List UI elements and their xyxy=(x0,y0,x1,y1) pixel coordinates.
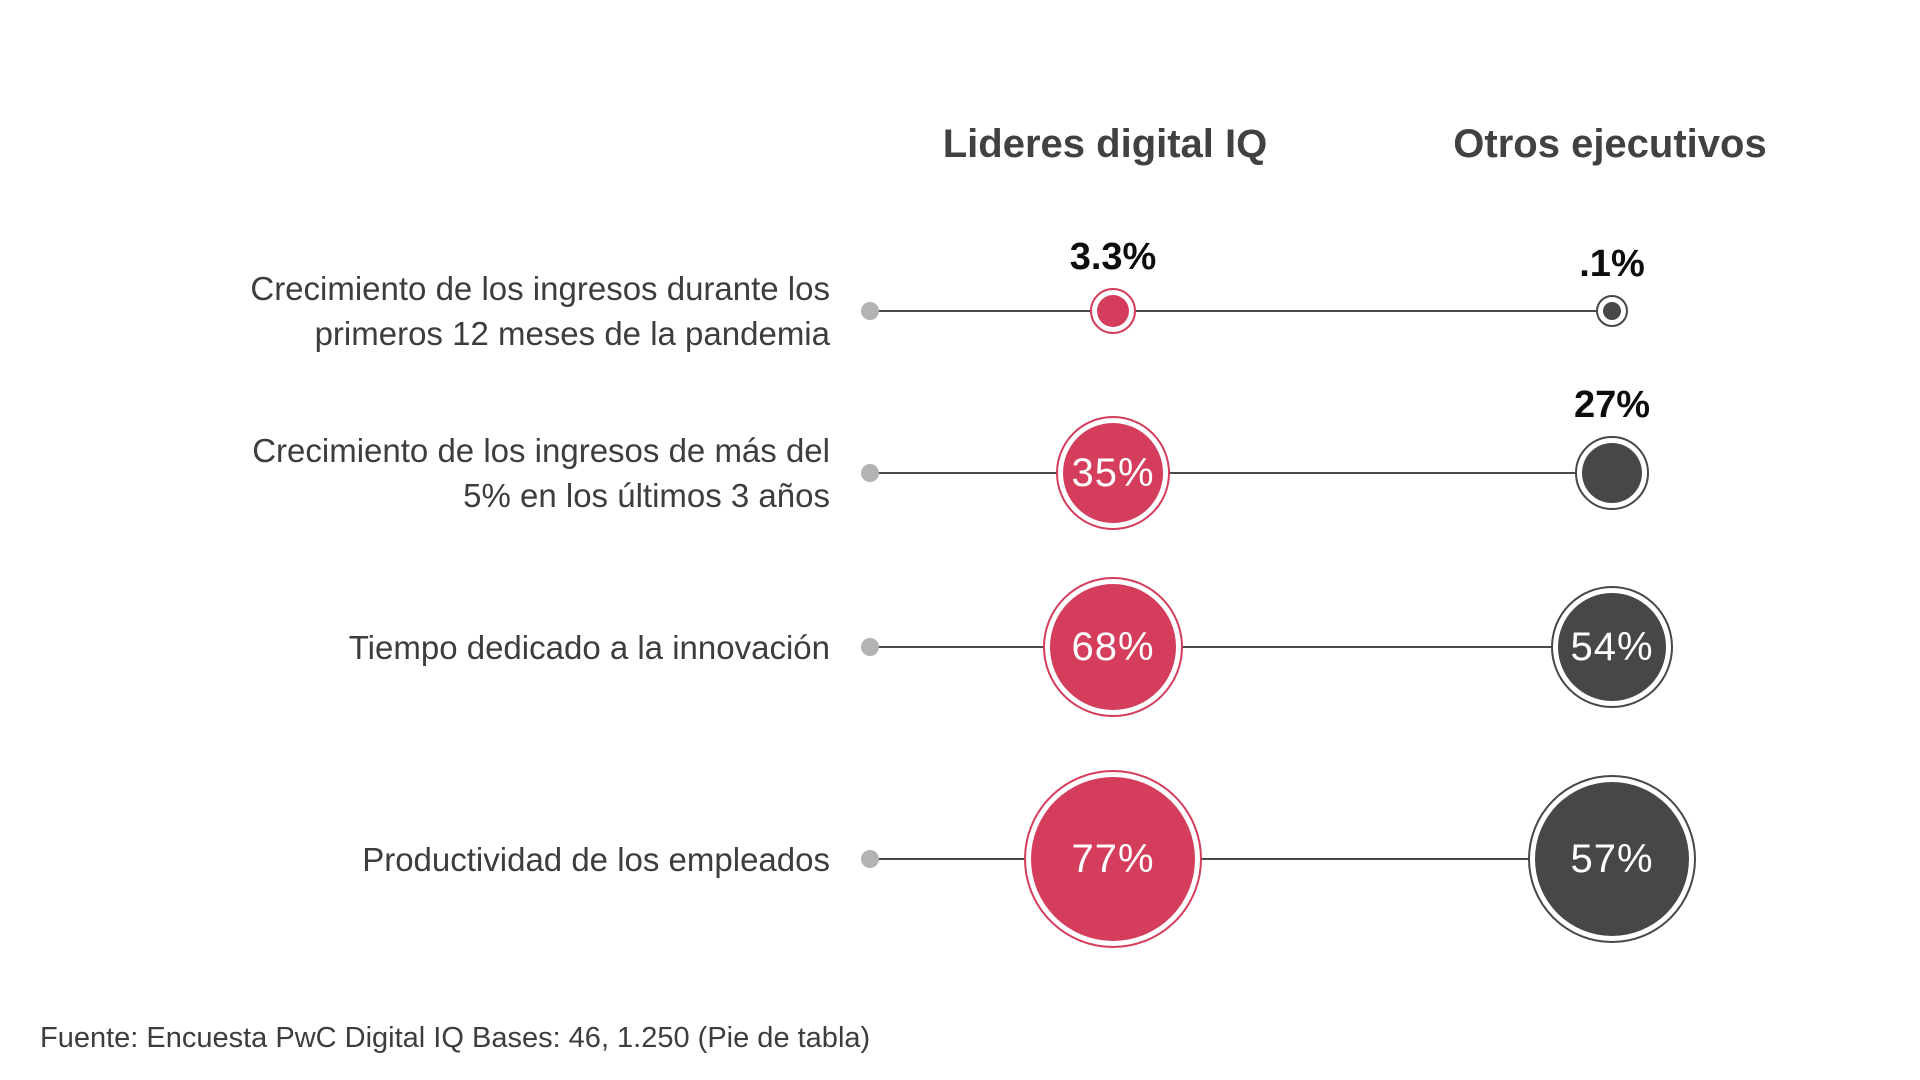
bubble-value-label: 77% xyxy=(1071,836,1155,881)
row-connector-line xyxy=(870,646,1612,648)
category-label-line: 5% en los últimos 3 años xyxy=(463,477,830,514)
bubble-leader-row4: 77% xyxy=(1024,770,1202,948)
column-header-lideres-digital-iq: Lideres digital IQ xyxy=(942,122,1268,166)
bubble-value-label: 57% xyxy=(1570,836,1654,881)
bubble-other-row4: 57% xyxy=(1528,775,1696,943)
category-label-line: Crecimiento de los ingresos durante los xyxy=(250,270,830,307)
bubble-other-row3: 54% xyxy=(1551,586,1673,708)
row-start-dot xyxy=(861,302,879,320)
row-start-dot xyxy=(861,464,879,482)
bubble-leader-row3: 68% xyxy=(1043,577,1183,717)
bubble-other-row2 xyxy=(1575,436,1649,510)
column-header-otros-ejecutivos: Otros ejecutivos xyxy=(1453,122,1767,166)
category-label: Crecimiento de los ingresos de más del 5%… xyxy=(252,428,830,518)
bubble-leader-row2: 35% xyxy=(1056,416,1170,530)
bubble-fill xyxy=(1582,443,1642,503)
category-label: Tiempo dedicado a la innovación xyxy=(349,625,830,670)
bubble-fill: 68% xyxy=(1050,584,1176,710)
bubble-value-label: 35% xyxy=(1071,450,1155,495)
category-label-line: Crecimiento de los ingresos de más del xyxy=(252,432,830,469)
category-label-line: Productividad de los empleados xyxy=(362,840,830,878)
category-label: Crecimiento de los ingresos durante los p… xyxy=(250,266,830,356)
row-connector-line xyxy=(870,858,1612,860)
row-start-dot xyxy=(861,638,879,656)
source-note: Fuente: Encuesta PwC Digital IQ Bases: 4… xyxy=(40,1022,871,1054)
bubble-value-label: 68% xyxy=(1071,624,1155,669)
category-label-line: Tiempo dedicado a la innovación xyxy=(348,628,830,666)
bubble-fill: 77% xyxy=(1031,777,1195,941)
bubble-value-label-above: .1% xyxy=(1579,243,1645,285)
category-label: Productividad de los empleados xyxy=(362,837,830,882)
row-connector-line xyxy=(870,472,1612,474)
bubble-fill: 57% xyxy=(1535,782,1689,936)
bubble-value-label: 54% xyxy=(1570,624,1654,669)
bubble-value-label-above: 3.3% xyxy=(1069,236,1157,278)
bubble-fill xyxy=(1603,302,1621,320)
bubble-fill: 54% xyxy=(1558,593,1666,701)
category-label-line: primeros 12 meses de la pandemia xyxy=(314,315,830,352)
bubble-value-label-above: 27% xyxy=(1573,384,1651,426)
bubble-other-row1 xyxy=(1596,295,1628,327)
bubble-fill: 35% xyxy=(1063,423,1163,523)
row-connector-line xyxy=(870,310,1612,312)
row-start-dot xyxy=(861,850,879,868)
bubble-leader-row1 xyxy=(1090,288,1136,334)
bubble-fill xyxy=(1097,295,1129,327)
